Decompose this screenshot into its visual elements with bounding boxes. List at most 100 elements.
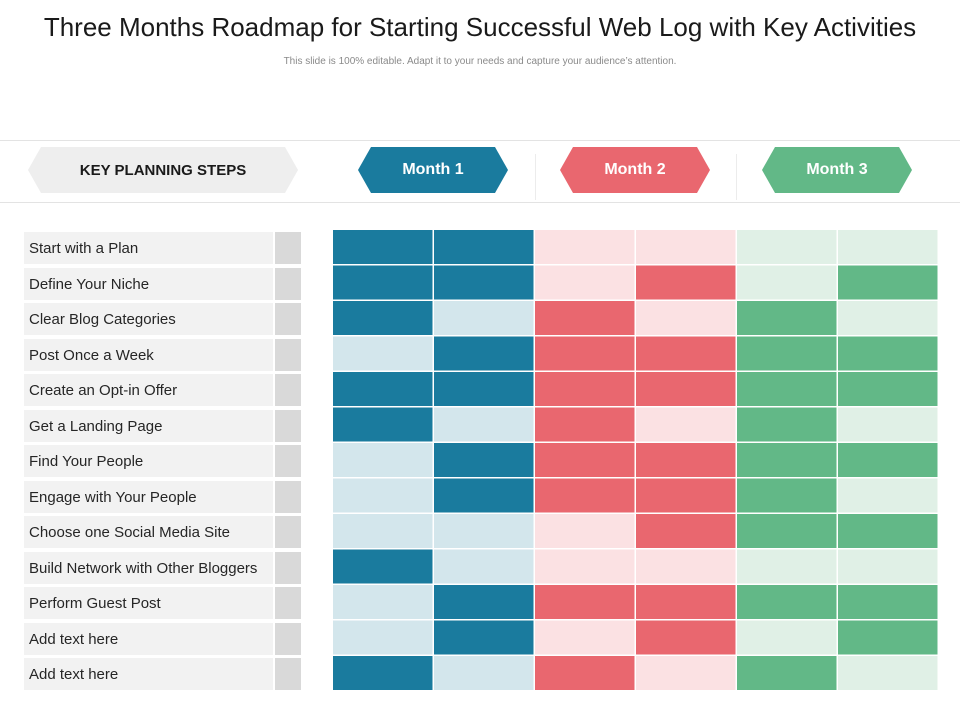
- activity-cell: [737, 407, 837, 442]
- activity-cell: [434, 656, 534, 690]
- activity-cell: [737, 336, 837, 371]
- activity-cell: [838, 443, 938, 477]
- step-label: Define Your Niche: [24, 268, 273, 300]
- activity-cell: [737, 301, 837, 335]
- step-label-tab: [275, 268, 301, 300]
- activity-cell: [636, 585, 736, 619]
- activity-cell: [838, 514, 938, 548]
- activity-cell: [636, 265, 736, 300]
- activity-cell: [838, 478, 938, 513]
- activity-cell: [434, 514, 534, 548]
- step-label-tab: [275, 552, 301, 584]
- step-label: Add text here: [24, 658, 273, 690]
- month-separator: [535, 154, 536, 200]
- activity-cell: [636, 514, 736, 548]
- activity-cell: [535, 301, 635, 335]
- activity-cell: [838, 407, 938, 442]
- header-band: [0, 140, 960, 203]
- activity-cell: [636, 656, 736, 690]
- step-label: Build Network with Other Bloggers: [24, 552, 273, 584]
- slide-subtitle: This slide is 100% editable. Adapt it to…: [283, 56, 677, 67]
- activity-cell: [636, 301, 736, 335]
- activity-cell: [636, 443, 736, 477]
- step-label-tab: [275, 658, 301, 690]
- activity-cell: [535, 478, 635, 513]
- activity-cell: [838, 230, 938, 264]
- step-label: Clear Blog Categories: [24, 303, 273, 335]
- month-3-header: Month 3: [762, 147, 912, 193]
- activity-cell: [737, 549, 837, 584]
- step-label: Create an Opt-in Offer: [24, 374, 273, 406]
- activity-cell: [434, 372, 534, 406]
- activity-cell: [333, 265, 433, 300]
- planning-steps-header: KEY PLANNING STEPS: [28, 147, 298, 193]
- activity-cell: [333, 230, 433, 264]
- activity-cell: [434, 620, 534, 655]
- activity-cell: [737, 514, 837, 548]
- activity-cell: [737, 230, 837, 264]
- activity-cell: [535, 265, 635, 300]
- activity-cell: [535, 336, 635, 371]
- activity-cell: [636, 407, 736, 442]
- activity-cell: [333, 549, 433, 584]
- activity-cell: [535, 620, 635, 655]
- activity-cell: [737, 620, 837, 655]
- activity-cell: [737, 478, 837, 513]
- activity-cell: [838, 336, 938, 371]
- activity-cell: [333, 620, 433, 655]
- activity-cell: [333, 301, 433, 335]
- activity-cell: [333, 514, 433, 548]
- activity-cell: [838, 585, 938, 619]
- slide-title: Three Months Roadmap for Starting Succes…: [43, 12, 917, 42]
- activity-cell: [838, 372, 938, 406]
- step-label-tab: [275, 410, 301, 442]
- activity-cell: [636, 372, 736, 406]
- activity-cell: [333, 478, 433, 513]
- activity-cell: [535, 656, 635, 690]
- activity-cell: [737, 265, 837, 300]
- activity-cell: [636, 549, 736, 584]
- step-label: Add text here: [24, 623, 273, 655]
- step-label: Engage with Your People: [24, 481, 273, 513]
- activity-cell: [737, 585, 837, 619]
- step-label-tab: [275, 232, 301, 264]
- activity-cell: [333, 585, 433, 619]
- activity-cell: [535, 230, 635, 264]
- month-separator: [736, 154, 737, 200]
- activity-cell: [434, 230, 534, 264]
- activity-cell: [535, 514, 635, 548]
- activity-cell: [434, 443, 534, 477]
- step-label-tab: [275, 481, 301, 513]
- activity-cell: [737, 443, 837, 477]
- activity-cell: [737, 656, 837, 690]
- activity-cell: [636, 336, 736, 371]
- activity-cell: [434, 478, 534, 513]
- activity-cell: [838, 301, 938, 335]
- activity-cell: [333, 443, 433, 477]
- activity-cell: [535, 407, 635, 442]
- activity-cell: [333, 372, 433, 406]
- activity-cell: [636, 230, 736, 264]
- activity-cell: [636, 620, 736, 655]
- activity-cell: [535, 443, 635, 477]
- step-label-tab: [275, 623, 301, 655]
- activity-cell: [838, 265, 938, 300]
- step-label: Find Your People: [24, 445, 273, 477]
- step-label: Get a Landing Page: [24, 410, 273, 442]
- activity-cell: [838, 620, 938, 655]
- activity-cell: [636, 478, 736, 513]
- activity-cell: [737, 372, 837, 406]
- step-label: Post Once a Week: [24, 339, 273, 371]
- activity-cell: [434, 265, 534, 300]
- step-label-tab: [275, 339, 301, 371]
- activity-cell: [434, 549, 534, 584]
- activity-cell: [838, 549, 938, 584]
- step-label-tab: [275, 587, 301, 619]
- activity-cell: [434, 407, 534, 442]
- step-label: Perform Guest Post: [24, 587, 273, 619]
- step-label-tab: [275, 516, 301, 548]
- activity-cell: [838, 656, 938, 690]
- activity-cell: [434, 336, 534, 371]
- month-2-header: Month 2: [560, 147, 710, 193]
